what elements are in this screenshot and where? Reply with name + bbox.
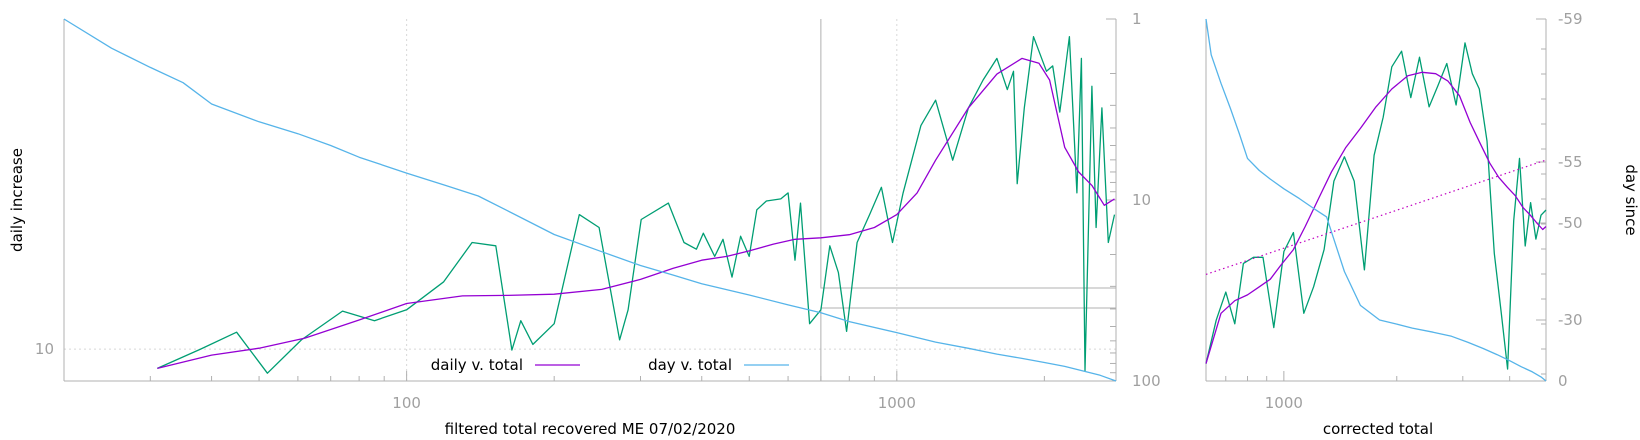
main-series-line-1 (157, 57, 1115, 370)
right-series-line-1 (1205, 71, 1547, 364)
legend-label-day: day v. total (648, 356, 732, 374)
right-y2-tick-label: -50 (1558, 214, 1583, 232)
right-x-axis-label: corrected total (1323, 420, 1433, 438)
main-inset-frame-lower (820, 307, 1116, 381)
right-panel: 1000 -59 -55 -50 -30 0 (1205, 10, 1583, 412)
main-x-tick-label: 100 (392, 394, 421, 412)
right-series-line-3 (1205, 159, 1547, 275)
right-y2-tick-label: -30 (1558, 311, 1583, 329)
main-panel: 100 1000 10 1 10 100 (35, 10, 1161, 412)
right-y2-tick-label: -55 (1558, 153, 1583, 171)
main-x-axis-label: filtered total recovered ME 07/02/2020 (445, 420, 736, 438)
right-y2-tick-label: 0 (1558, 372, 1568, 390)
right-y2-axis-label: day since (1622, 164, 1640, 235)
legend-label-daily: daily v. total (431, 356, 523, 374)
main-y2-tick-label: 10 (1132, 191, 1151, 209)
main-y-axis-label: daily increase (8, 148, 26, 252)
right-series-line-0 (1205, 42, 1547, 370)
main-y2-tick-label: 1 (1132, 10, 1142, 28)
right-series-line-2 (1205, 18, 1547, 382)
main-series-line-2 (63, 18, 1117, 382)
legend: daily v. total day v. total (431, 356, 789, 374)
main-series-line-0 (157, 36, 1116, 374)
main-x-tick-label: 1000 (878, 394, 916, 412)
right-x-tick-label: 1000 (1265, 394, 1303, 412)
main-y2-tick-label: 100 (1132, 372, 1161, 390)
main-inset-frame (820, 19, 1116, 289)
right-y2-tick-label: -59 (1558, 10, 1583, 28)
main-y-tick-label: 10 (35, 340, 54, 358)
